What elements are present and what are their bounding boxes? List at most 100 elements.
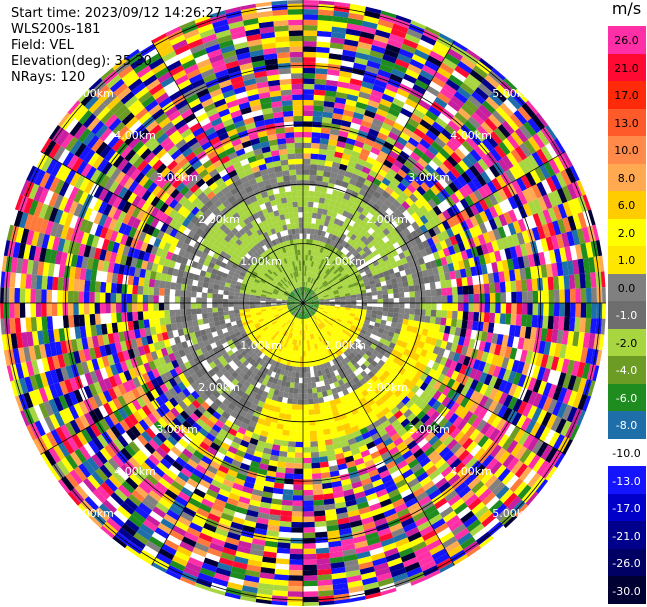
velocity-gate: [317, 276, 322, 282]
velocity-gate: [303, 505, 314, 512]
velocity-gate: [303, 292, 306, 298]
velocity-gate: [484, 117, 498, 132]
velocity-gate: [315, 531, 328, 538]
velocity-gate: [315, 251, 320, 258]
velocity-gate: [389, 237, 398, 245]
velocity-gate: [303, 25, 318, 31]
velocity-gate: [494, 282, 501, 293]
velocity-gate: [334, 270, 341, 277]
velocity-gate: [303, 351, 306, 357]
velocity-gate: [307, 382, 312, 389]
velocity-gate: [484, 303, 491, 313]
velocity-gate: [355, 246, 363, 253]
velocity-gate: [326, 210, 333, 217]
velocity-gate: [329, 172, 338, 180]
velocity-gate: [450, 95, 465, 108]
velocity-gate: [313, 100, 325, 107]
velocity-gate: [290, 532, 303, 539]
velocity-gate: [306, 294, 311, 300]
velocity-gate: [350, 190, 359, 199]
velocity-gate: [439, 87, 454, 100]
velocity-gate: [380, 58, 395, 69]
velocity-gate: [393, 307, 400, 314]
velocity-gate: [289, 382, 295, 389]
velocity-gate: [186, 320, 194, 328]
velocity-gate: [320, 127, 331, 135]
velocity-gate: [286, 451, 296, 458]
velocity-gate: [439, 163, 450, 175]
velocity-gate: [377, 239, 386, 247]
velocity-gate: [317, 252, 323, 259]
velocity-gate: [372, 141, 384, 151]
velocity-gate: [380, 243, 389, 251]
velocity-gate: [372, 260, 380, 267]
velocity-gate: [462, 311, 469, 321]
velocity-gate: [387, 181, 398, 191]
velocity-gate: [317, 574, 333, 581]
velocity-gate: [314, 223, 320, 230]
velocity-gate: [370, 123, 382, 133]
velocity-gate: [326, 286, 332, 291]
velocity-gate: [473, 284, 480, 295]
velocity-gate: [311, 382, 317, 389]
velocity-gate: [289, 559, 303, 565]
velocity-gate: [380, 10, 397, 19]
velocity-gate: [388, 298, 394, 303]
velocity-gate: [170, 316, 177, 324]
velocity-gate: [366, 156, 376, 165]
velocity-gate: [393, 186, 404, 196]
velocity-gate: [477, 186, 489, 199]
velocity-gate: [337, 274, 344, 280]
velocity-gate: [289, 425, 297, 432]
velocity-gate: [318, 202, 325, 209]
velocity-gate: [309, 233, 314, 240]
velocity-gate: [388, 303, 394, 308]
velocity-gate: [372, 178, 382, 187]
velocity-gate: [394, 173, 404, 183]
velocity-gate: [520, 174, 532, 189]
velocity-gate: [363, 265, 370, 272]
velocity-gate: [481, 78, 497, 93]
velocity-gate: [313, 89, 326, 96]
velocity-gate: [331, 161, 341, 169]
velocity-gate: [308, 404, 315, 410]
velocity-gate: [425, 309, 432, 317]
velocity-gate: [552, 316, 560, 330]
velocity-gate: [402, 280, 409, 288]
velocity-gate: [474, 108, 489, 122]
velocity-gate: [311, 142, 320, 149]
velocity-gate: [373, 160, 384, 169]
velocity-gate: [325, 238, 332, 245]
velocity-gate: [398, 308, 405, 314]
velocity-gate: [288, 569, 303, 576]
velocity-gate: [366, 242, 374, 250]
velocity-gate: [319, 247, 325, 254]
velocity-gate: [311, 132, 321, 139]
velocity-gate: [318, 9, 334, 16]
velocity-gate: [313, 287, 319, 292]
velocity-gate: [364, 204, 373, 213]
velocity-gate: [427, 198, 438, 209]
velocity-gate: [455, 222, 465, 234]
velocity-gate: [320, 287, 326, 292]
velocity-gate: [387, 194, 397, 204]
velocity-gate: [316, 563, 331, 570]
velocity-gate: [303, 292, 305, 298]
velocity-gate: [383, 259, 391, 267]
velocity-gate: [424, 315, 431, 324]
velocity-gate: [435, 281, 442, 290]
velocity-gate: [350, 240, 357, 248]
velocity-gate: [303, 479, 313, 485]
velocity-gate: [308, 185, 316, 192]
velocity-gate: [329, 272, 335, 278]
velocity-gate: [515, 280, 522, 292]
velocity-gate: [312, 478, 322, 485]
velocity-gate: [527, 290, 533, 303]
velocity-gate: [460, 171, 472, 184]
velocity-gate: [315, 57, 329, 64]
velocity-gate: [431, 303, 437, 310]
velocity-gate: [315, 542, 329, 549]
velocity-gate: [290, 543, 303, 549]
velocity-gate: [377, 306, 384, 312]
velocity-gate: [467, 311, 474, 321]
